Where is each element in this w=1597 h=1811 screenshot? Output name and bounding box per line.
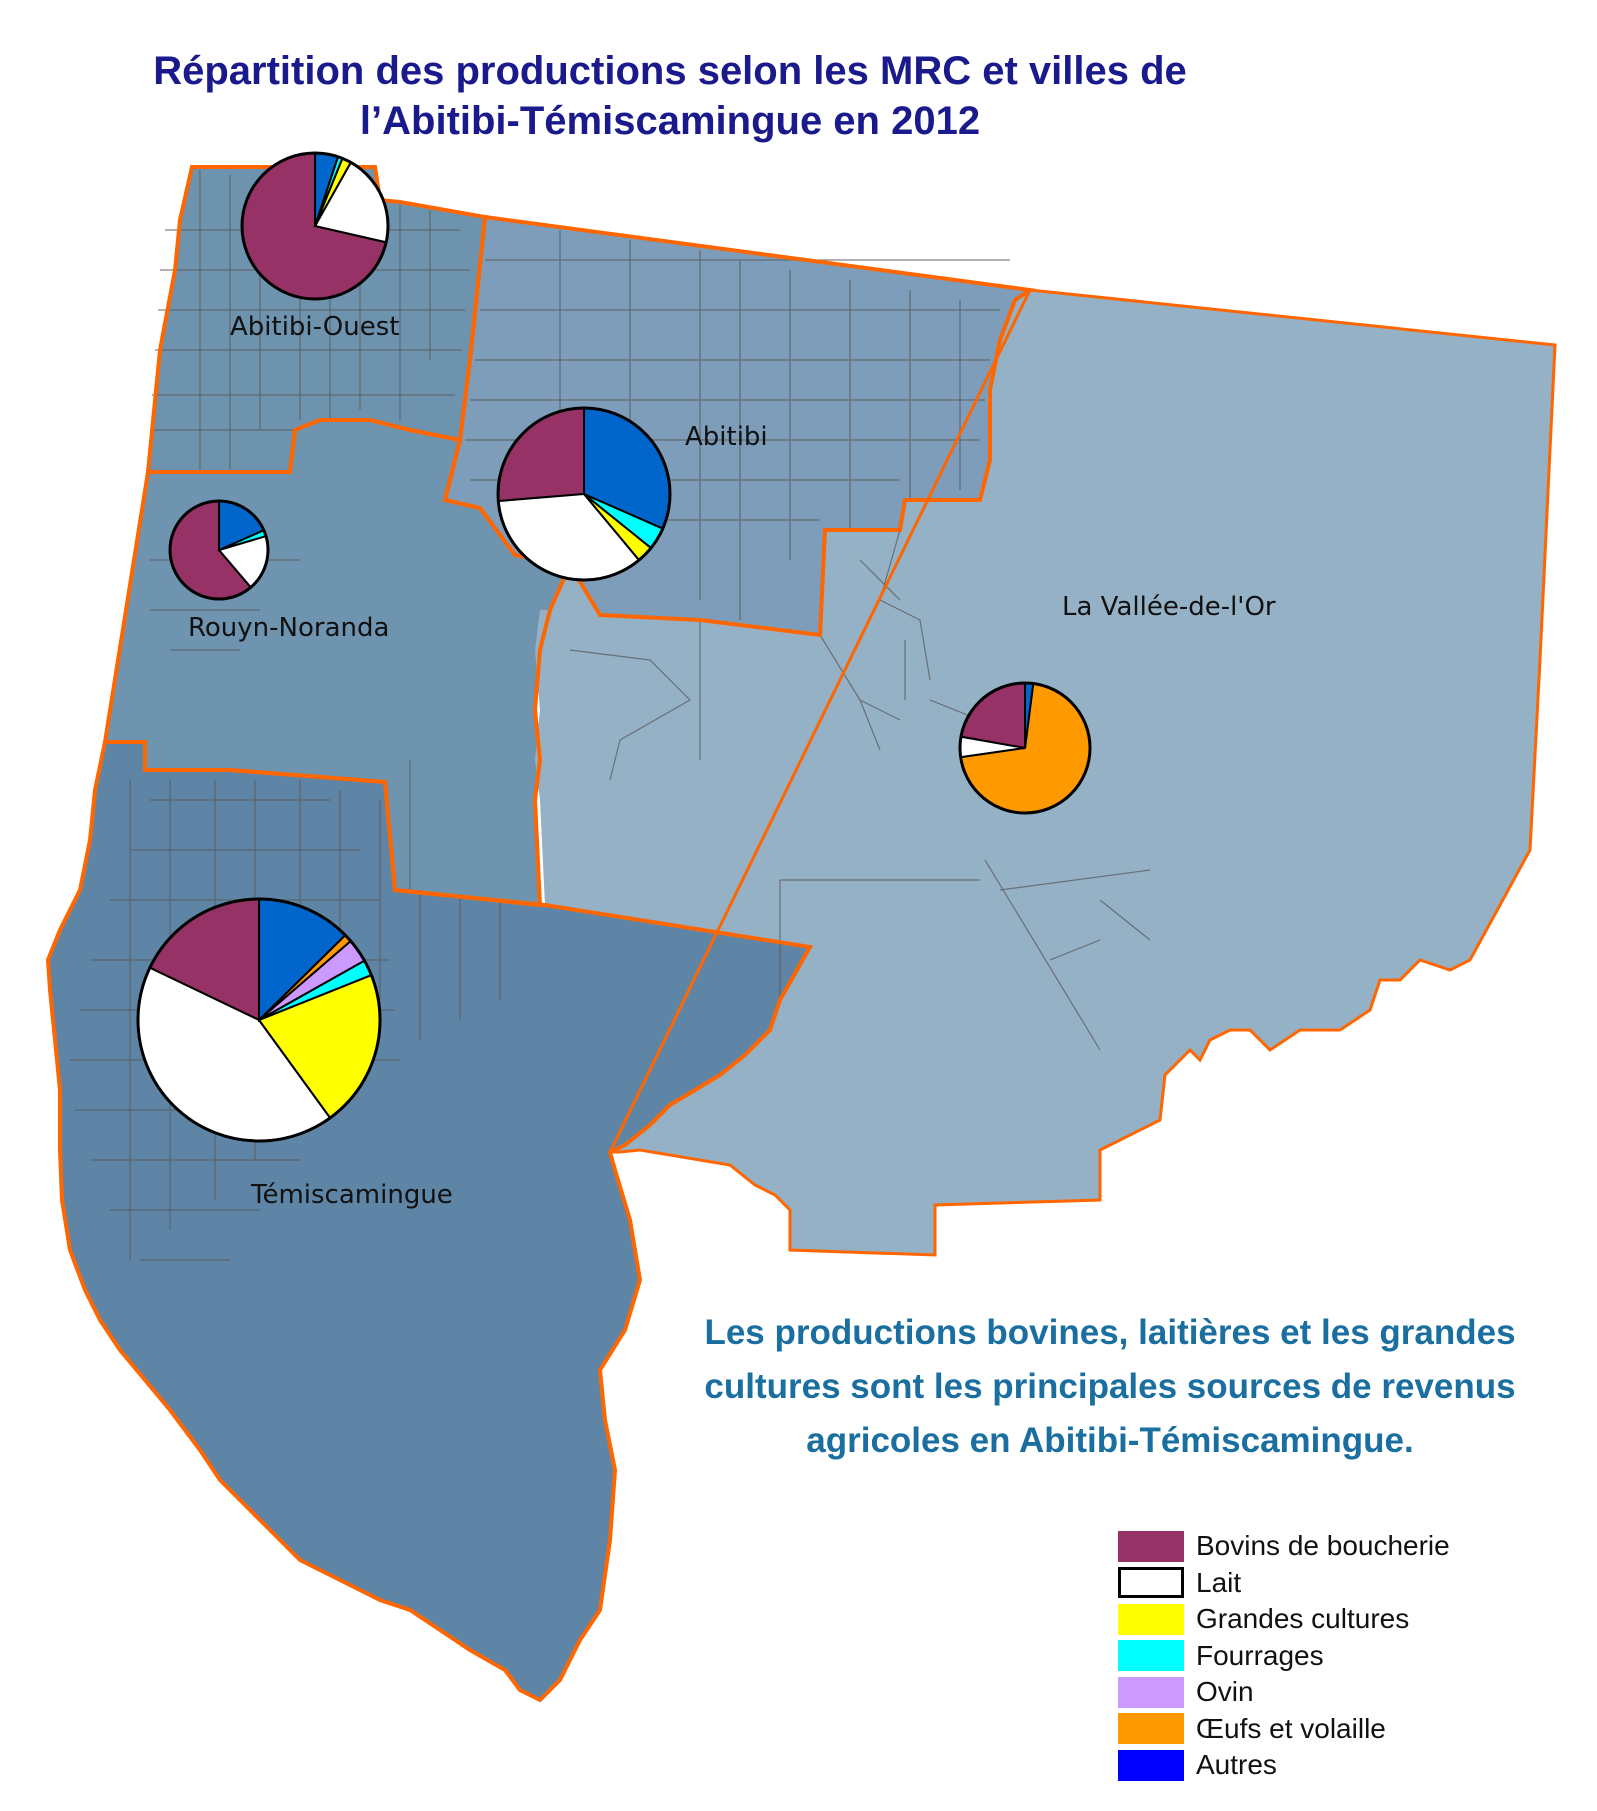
title-line-2: l’Abitibi-Témiscamingue en 2012 xyxy=(359,99,981,143)
legend-swatch xyxy=(1118,1713,1184,1745)
legend-swatch xyxy=(1118,1749,1184,1781)
legend-label: Lait xyxy=(1196,1566,1242,1598)
pie-outline xyxy=(168,499,270,601)
label-abitibi: Abitibi xyxy=(685,422,768,452)
legend-label: Autres xyxy=(1196,1749,1277,1781)
note-line-2: cultures sont les principales sources de… xyxy=(704,1367,1516,1406)
legend-swatch xyxy=(1118,1640,1184,1672)
pie-outline xyxy=(958,681,1092,815)
pie-t-miscamingue xyxy=(136,897,382,1143)
summary-note: Les productions bovines, laitières et le… xyxy=(640,1306,1580,1468)
note-line-1: Les productions bovines, laitières et le… xyxy=(704,1313,1516,1352)
region-abitibi-ouest[interactable] xyxy=(148,167,485,472)
legend: Bovins de boucherie Lait Grandes cultures F… xyxy=(1118,1528,1450,1784)
mrc-boundaries xyxy=(45,165,1557,1703)
legend-item: Autres xyxy=(1118,1747,1450,1784)
pie-abitibi xyxy=(496,406,672,582)
region-labels: Abitibi-Ouest Abitibi Rouyn-Noranda La V… xyxy=(188,312,1276,1210)
legend-label: Fourrages xyxy=(1196,1639,1324,1671)
pie-outline xyxy=(240,151,390,301)
map-title: Répartition des productions selon les MR… xyxy=(0,46,1340,146)
legend-item: Lait xyxy=(1118,1565,1450,1602)
legend-item: Œufs et volaille xyxy=(1118,1711,1450,1748)
legend-item: Grandes cultures xyxy=(1118,1601,1450,1638)
pie-outline xyxy=(136,897,382,1143)
legend-swatch xyxy=(1118,1603,1184,1635)
legend-item: Fourrages xyxy=(1118,1638,1450,1675)
legend-swatch xyxy=(1118,1530,1184,1562)
label-la-vallee-de-lor: La Vallée-de-l'Or xyxy=(1062,592,1276,622)
label-temiscamingue: Témiscamingue xyxy=(250,1180,453,1210)
label-rouyn-noranda: Rouyn-Noranda xyxy=(188,613,389,643)
legend-swatch xyxy=(1118,1567,1184,1599)
legend-label: Ovin xyxy=(1196,1676,1254,1708)
note-line-3: agricoles en Abitibi-Témiscamingue. xyxy=(806,1421,1414,1460)
legend-label: Œufs et volaille xyxy=(1196,1712,1386,1744)
title-line-1: Répartition des productions selon les MR… xyxy=(153,49,1187,93)
pie-charts xyxy=(136,151,1092,1143)
pie-outline xyxy=(496,406,672,582)
legend-label: Bovins de boucherie xyxy=(1196,1530,1450,1562)
pie-la-vall-e-de-l-or xyxy=(958,681,1092,815)
legend-item: Bovins de boucherie xyxy=(1118,1528,1450,1565)
legend-swatch xyxy=(1118,1676,1184,1708)
pie-rouyn-noranda xyxy=(168,499,270,601)
pie-abitibi-ouest xyxy=(240,151,390,301)
legend-label: Grandes cultures xyxy=(1196,1603,1410,1635)
legend-item: Ovin xyxy=(1118,1674,1450,1711)
label-abitibi-ouest: Abitibi-Ouest xyxy=(230,312,399,342)
